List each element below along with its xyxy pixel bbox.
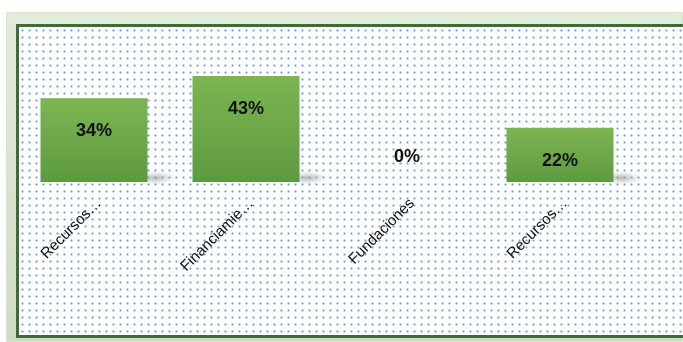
data-label-1: 34%	[76, 120, 112, 140]
category-label-1: Recursos…	[37, 195, 104, 262]
bar-2	[192, 76, 300, 182]
bar-1	[40, 98, 148, 182]
plot-area: 34% Recursos… 43% Financiamie… 0% Fundaciones…	[16, 24, 683, 338]
category-label-3: Fundaciones	[345, 195, 418, 268]
category-label-2: Financiamie…	[177, 195, 257, 275]
data-label-3: 0%	[394, 146, 420, 166]
data-label-2: 43%	[228, 98, 264, 118]
bar-chart: 34% Recursos… 43% Financiamie… 0% Fundaciones…	[37, 76, 644, 275]
category-label-4: Recursos…	[503, 195, 570, 262]
data-label-4: 22%	[542, 150, 578, 170]
bar-4	[506, 127, 614, 182]
